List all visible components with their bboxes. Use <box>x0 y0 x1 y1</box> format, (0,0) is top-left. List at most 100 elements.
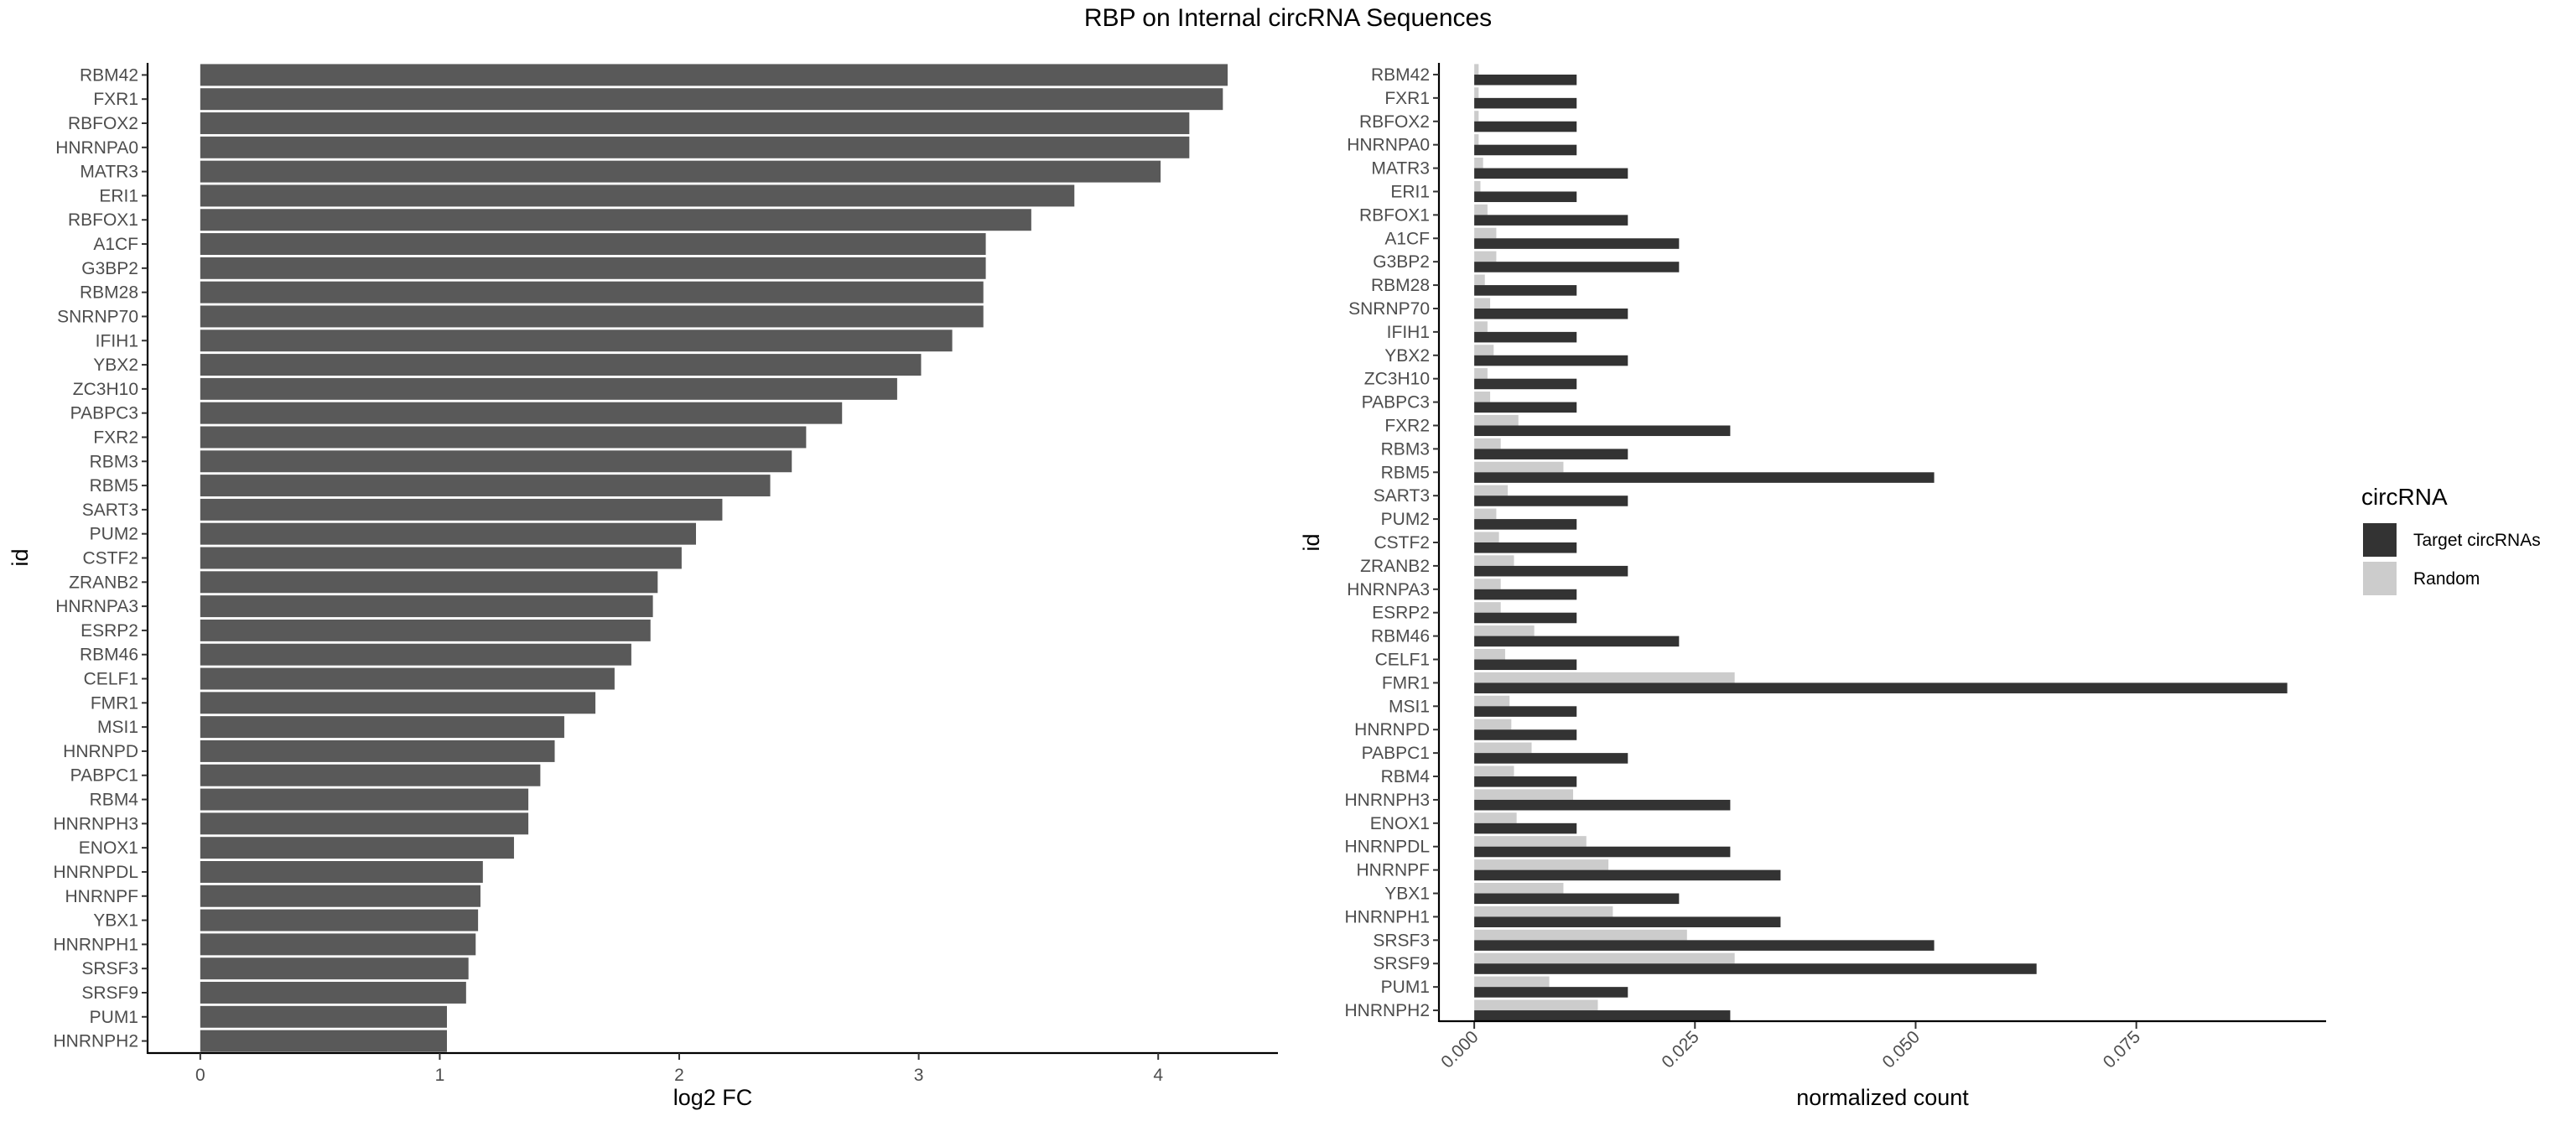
left-y-tick-label: G3BP2 <box>81 259 138 278</box>
right-bar-random-fxr2 <box>1474 414 1519 426</box>
right-y-tick-label: ESRP2 <box>1372 604 1430 623</box>
right-bar-target-circrnas-zc3h10 <box>1474 378 1577 390</box>
left-bar-hnrnpdl <box>200 861 483 883</box>
left-y-tick-label: IFIH1 <box>96 331 138 350</box>
right-bar-target-circrnas-rbm4 <box>1474 776 1577 787</box>
left-bar-pabpc3 <box>200 402 843 424</box>
right-y-tick-label: RBM4 <box>1381 767 1431 786</box>
right-bar-target-circrnas-enox1 <box>1474 822 1577 834</box>
left-bar-srsf3 <box>200 957 469 980</box>
right-y-tick-label: RBM42 <box>1371 65 1430 85</box>
right-bar-target-circrnas-srsf9 <box>1474 963 2037 974</box>
right-bar-random-rbm4 <box>1474 765 1514 777</box>
left-y-tick-label: PABPC3 <box>70 404 138 423</box>
right-bar-target-circrnas-hnrnpf <box>1474 869 1781 881</box>
right-x-axis-title: normalized count <box>1796 1085 1969 1110</box>
right-bar-random-hnrnpf <box>1474 859 1609 870</box>
right-bar-random-srsf3 <box>1474 929 1687 941</box>
right-bar-random-snrnp70 <box>1474 298 1491 309</box>
left-y-tick-label: ENOX1 <box>79 838 138 858</box>
right-bar-random-fmr1 <box>1474 672 1735 683</box>
left-bar-hnrnpa3 <box>200 595 653 618</box>
right-bar-target-circrnas-hnrnpd <box>1474 729 1577 740</box>
right-bar-random-pabpc1 <box>1474 742 1532 754</box>
right-bar-random-rbm46 <box>1474 625 1535 636</box>
left-bar-ybx1 <box>200 909 479 931</box>
left-y-tick-label: RBM5 <box>90 476 138 496</box>
left-bar-hnrnpa0 <box>200 136 1190 158</box>
left-bar-esrp2 <box>200 619 651 641</box>
legend-key-random <box>2363 562 2397 595</box>
left-panel-log2fc: RBM42FXR1RBFOX2HNRNPA0MATR3ERI1RBFOX1A1C… <box>8 63 1278 1110</box>
right-bar-target-circrnas-sart3 <box>1474 496 1628 506</box>
left-bar-a1cf <box>200 233 986 255</box>
right-bar-target-circrnas-fmr1 <box>1474 682 2288 693</box>
left-y-tick-label: YBX1 <box>93 911 138 931</box>
right-y-tick-label: A1CF <box>1384 229 1430 248</box>
left-bar-rbfox1 <box>200 209 1031 231</box>
left-y-tick-label: MSI1 <box>97 718 138 737</box>
right-bar-target-circrnas-rbm5 <box>1474 472 1935 483</box>
right-y-axis-title: id <box>1299 533 1324 551</box>
right-y-tick-label: SRSF9 <box>1373 954 1430 973</box>
left-bar-enox1 <box>200 837 514 859</box>
left-bar-hnrnph1 <box>200 933 476 956</box>
right-bar-random-hnrnph2 <box>1474 999 1598 1011</box>
right-bar-target-circrnas-hnrnpa3 <box>1474 589 1577 600</box>
right-bar-random-eri1 <box>1474 180 1481 192</box>
left-x-tick-label: 3 <box>914 1066 924 1085</box>
left-bar-msi1 <box>200 716 564 739</box>
right-bar-random-rbm3 <box>1474 438 1501 449</box>
left-y-tick-label: ERI1 <box>99 186 138 205</box>
right-y-tick-label: SART3 <box>1374 486 1430 506</box>
right-y-tick-label: RBM28 <box>1371 276 1430 295</box>
left-y-tick-label: RBM28 <box>80 283 138 303</box>
left-bar-pum1 <box>200 1005 447 1028</box>
right-y-tick-label: HNRNPA3 <box>1347 580 1430 599</box>
left-y-tick-label: RBM46 <box>80 646 138 665</box>
right-bar-random-ifih1 <box>1474 321 1488 332</box>
left-bar-fxr2 <box>200 426 807 449</box>
right-bar-random-g3bp2 <box>1474 251 1497 262</box>
left-y-tick-label: SRSF3 <box>81 959 138 978</box>
right-bar-target-circrnas-a1cf <box>1474 238 1680 249</box>
left-x-tick-label: 4 <box>1153 1066 1163 1085</box>
right-bar-random-hnrnph1 <box>1474 905 1613 917</box>
right-y-tick-label: G3BP2 <box>1373 252 1430 272</box>
left-y-tick-label: HNRNPA3 <box>55 597 138 616</box>
right-y-tick-label: YBX2 <box>1384 346 1430 366</box>
right-bar-target-circrnas-hnrnph2 <box>1474 1010 1731 1021</box>
right-y-tick-label: RBM3 <box>1381 439 1430 459</box>
right-bar-target-circrnas-rbm28 <box>1474 285 1577 296</box>
left-y-tick-label: CELF1 <box>84 670 138 689</box>
left-y-tick-label: HNRNPH1 <box>53 935 138 954</box>
left-bar-rbm28 <box>200 281 984 304</box>
right-x-ticks: 0.000 0.025 0.050 0.075 <box>1437 1022 2144 1072</box>
legend-label-target-circrnas: Target circRNAs <box>2413 531 2541 550</box>
right-y-tick-label: HNRNPA0 <box>1347 136 1430 155</box>
right-y-tick-label: MSI1 <box>1389 697 1430 716</box>
left-y-tick-label: RBM4 <box>90 791 139 810</box>
plot-title: RBP on Internal circRNA Sequences <box>1084 4 1492 32</box>
left-bar-g3bp2 <box>200 257 986 279</box>
right-bar-target-circrnas-ifih1 <box>1474 331 1577 343</box>
left-y-tick-label: FXR1 <box>93 90 138 109</box>
left-bar-eri1 <box>200 184 1075 207</box>
left-y-tick-label: SRSF9 <box>81 983 138 1003</box>
right-bar-target-circrnas-hnrnpa0 <box>1474 144 1577 156</box>
right-y-tick-label: RBFOX2 <box>1359 112 1430 132</box>
right-y-tick-label: CELF1 <box>1375 651 1430 670</box>
left-x-tick-label: 1 <box>435 1066 445 1085</box>
right-y-tick-label: PABPC3 <box>1362 393 1430 413</box>
right-bars-group <box>1474 64 2288 1021</box>
right-bar-target-circrnas-zranb2 <box>1474 565 1628 577</box>
left-bar-celf1 <box>200 667 615 690</box>
right-y-tick-label: IFIH1 <box>1387 323 1430 342</box>
right-bar-random-enox1 <box>1474 812 1517 823</box>
right-bar-random-rbfox1 <box>1474 204 1488 215</box>
right-y-tick-label: HNRNPDL <box>1344 838 1430 857</box>
right-y-tick-label: RBFOX1 <box>1359 205 1430 225</box>
right-bar-target-circrnas-pum1 <box>1474 987 1628 998</box>
left-bar-rbfox2 <box>200 112 1190 134</box>
